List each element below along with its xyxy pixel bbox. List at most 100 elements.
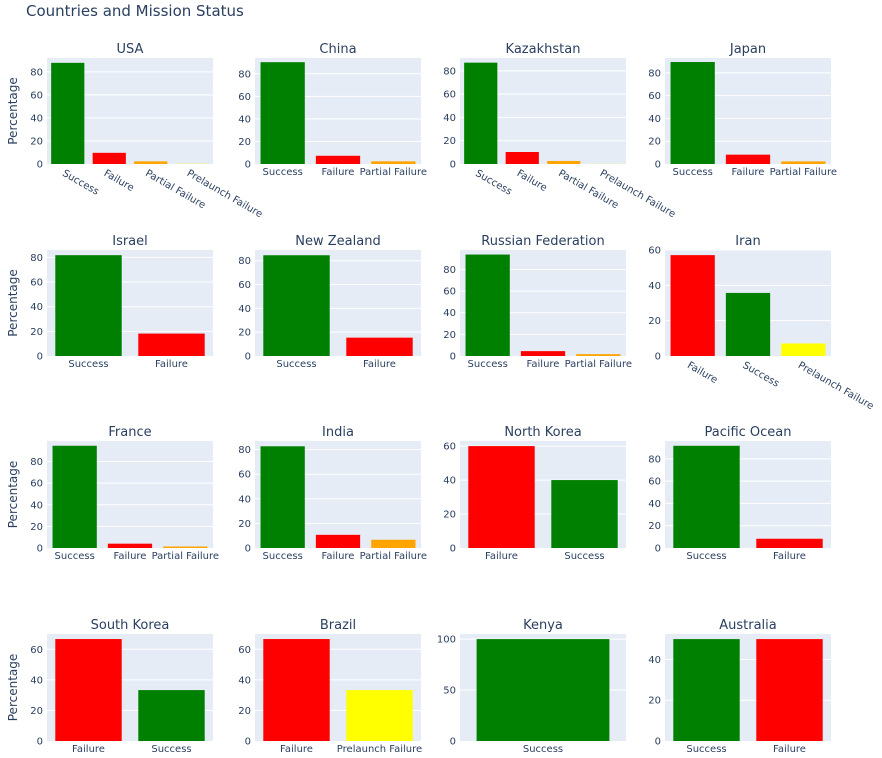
bar-success [51, 62, 85, 165]
y-tick-label: 0 [655, 160, 661, 171]
bar-prelaunch-failure [346, 690, 413, 741]
bar-success [551, 480, 618, 548]
x-tick-label: Failure [773, 551, 806, 562]
subplot-north-korea: 0 20 40 60 Failure Success North Korea [443, 425, 626, 562]
subplot-title: Pacific Ocean [704, 425, 791, 440]
y-tick-label: 60 [30, 90, 43, 101]
subplot-title: India [322, 425, 354, 440]
subplot-japan: 0 20 40 60 80 Success Failure Partial Failure Ja… [648, 42, 837, 178]
y-tick-label: 40 [443, 113, 456, 124]
y-tick-label: 80 [648, 68, 661, 79]
x-tick-label: Prelaunch Failure [185, 168, 264, 220]
x-tick-label: Failure [280, 744, 313, 755]
bar-partial-failure [371, 161, 416, 164]
bar-failure [55, 639, 122, 741]
y-tick-label: 60 [648, 246, 661, 257]
x-tick-label: Success [151, 744, 191, 755]
bar-failure [468, 446, 535, 548]
y-tick-label: 100 [437, 635, 456, 646]
subplot-australia: 0 20 40 Success Failure Australia [648, 618, 831, 755]
x-tick-label: Success [686, 744, 726, 755]
y-tick-label: 40 [648, 655, 661, 666]
y-tick-label: 20 [648, 316, 661, 327]
y-tick-label: 20 [443, 330, 456, 341]
y-tick-label: 20 [238, 706, 251, 717]
y-tick-label: 40 [238, 494, 251, 505]
x-tick-label: Prelaunch Failure [598, 168, 677, 220]
y-tick-label: 0 [245, 544, 251, 555]
y-tick-label: 80 [648, 454, 661, 465]
bar-failure [756, 639, 823, 741]
y-tick-label: 60 [30, 278, 43, 289]
subplot-title: China [319, 42, 356, 57]
y-tick-label: 20 [238, 519, 251, 530]
bar-success [52, 445, 97, 548]
y-tick-label: 0 [37, 544, 43, 555]
subplot-title: Kenya [523, 618, 563, 633]
y-tick-label: 40 [648, 114, 661, 125]
x-tick-label: Prelaunch Failure [796, 360, 875, 412]
x-tick-label: Success [55, 551, 95, 562]
x-tick-label: Success [68, 359, 108, 370]
y-tick-label: 20 [443, 510, 456, 521]
subplot-south-korea: 0 20 40 60 Failure Success South Korea Percenta… [6, 618, 213, 755]
y-tick-label: 0 [450, 544, 456, 555]
y-tick-label: 80 [30, 253, 43, 264]
x-tick-label: Success [741, 360, 781, 390]
y-tick-label: 40 [443, 476, 456, 487]
bar-success [138, 690, 205, 741]
subplot-india: 0 20 40 60 80 Success Failure Partial Failure In… [238, 425, 427, 562]
y-tick-label: 80 [30, 67, 43, 78]
x-tick-label: Success [263, 551, 303, 562]
y-tick-label: 0 [655, 737, 661, 748]
bar-prelaunch-failure [781, 343, 826, 356]
y-tick-label: 20 [238, 137, 251, 148]
bar-success [670, 61, 715, 165]
bar-failure [315, 155, 361, 164]
y-tick-label: 60 [443, 90, 456, 101]
bar-failure [138, 333, 205, 356]
y-tick-label: 40 [30, 500, 43, 511]
x-tick-label: Failure [363, 359, 396, 370]
bar-failure [315, 534, 361, 548]
y-tick-label: 40 [238, 114, 251, 125]
y-tick-label: 0 [655, 352, 661, 363]
y-tick-label: 80 [30, 457, 43, 468]
x-tick-label: Partial Failure [152, 551, 220, 562]
y-tick-label: 60 [30, 479, 43, 490]
subplot-new-zealand: 0 20 40 60 80 Success Failure New Zealand [238, 234, 421, 370]
x-tick-label: Failure [155, 359, 188, 370]
y-tick-label: 0 [450, 352, 456, 363]
subplot-title: New Zealand [295, 234, 380, 249]
bar-partial-failure [371, 539, 416, 548]
y-tick-label: 0 [655, 544, 661, 555]
bar-success [260, 62, 305, 164]
y-tick-label: 50 [443, 686, 456, 697]
x-tick-label: Success [276, 359, 316, 370]
bar-failure [670, 255, 715, 356]
x-tick-label: Failure [515, 168, 549, 194]
subplot-title: USA [117, 42, 144, 57]
subplot-france: 0 20 40 60 80 Success Failure Partial Failure Fr… [6, 425, 219, 562]
x-tick-label: Success [564, 551, 604, 562]
bar-failure [756, 538, 823, 548]
bar-success [465, 254, 510, 356]
subplot-title: South Korea [91, 618, 170, 633]
subplot-china: 0 20 40 60 80 Success Failure Partial Failure Ch… [238, 42, 427, 178]
y-tick-label: 20 [238, 328, 251, 339]
y-tick-label: 20 [30, 327, 43, 338]
y-tick-label: 0 [245, 160, 251, 171]
x-tick-label: Partial Failure [770, 167, 838, 178]
y-tick-label: 20 [30, 522, 43, 533]
bar-partial-failure [163, 546, 208, 548]
y-tick-label: 60 [648, 91, 661, 102]
y-tick-label: 20 [648, 137, 661, 148]
bar-success [725, 292, 771, 356]
bar-success [673, 445, 740, 548]
x-tick-label: Success [263, 167, 303, 178]
x-tick-label: Success [473, 168, 513, 198]
y-tick-label: 40 [443, 308, 456, 319]
subplot-kenya: 0 50 100 Success Kenya [437, 618, 626, 755]
y-tick-label: 80 [238, 445, 251, 456]
y-axis-label: Percentage [6, 654, 20, 722]
